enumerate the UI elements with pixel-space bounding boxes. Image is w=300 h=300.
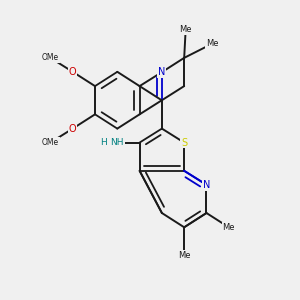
Text: O: O (69, 67, 76, 77)
Text: OMe: OMe (42, 138, 59, 147)
Text: S: S (181, 138, 187, 148)
Text: O: O (69, 124, 76, 134)
Text: Me: Me (223, 223, 235, 232)
Text: H: H (100, 138, 107, 147)
Text: Me: Me (178, 251, 190, 260)
Text: Me: Me (206, 39, 219, 48)
Text: NH: NH (111, 138, 124, 147)
Text: Me: Me (179, 25, 192, 34)
Text: N: N (203, 180, 210, 190)
Text: OMe: OMe (42, 53, 59, 62)
Text: N: N (158, 67, 166, 77)
